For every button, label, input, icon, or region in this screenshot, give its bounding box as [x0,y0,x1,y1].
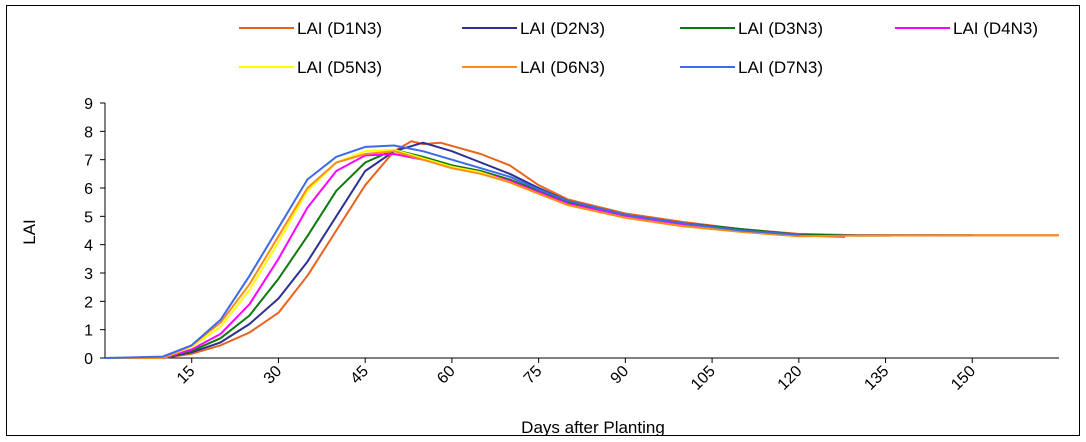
y-tick-label: 8 [84,124,93,141]
y-axis-title: LAI [20,219,39,245]
series-line-3 [105,148,892,359]
y-tick-label: 4 [84,238,93,255]
legend-label-7: LAI (D7N3) [738,58,823,77]
y-tick-label: 3 [84,266,93,283]
series-line-6 [105,150,1059,359]
legend-label-2: LAI (D2N3) [520,19,605,38]
legend-label-6: LAI (D6N3) [520,58,605,77]
x-axis-title: Days after Planting [521,418,665,435]
x-tick-label: 135 [861,363,892,394]
x-tick-label: 30 [261,363,286,388]
y-tick-label: 6 [84,181,93,198]
x-tick-label: 90 [608,363,633,388]
legend-label-3: LAI (D3N3) [738,19,823,38]
legend-label-5: LAI (D5N3) [297,58,382,77]
x-tick-label: 15 [174,363,199,388]
x-tick-label: 150 [948,363,979,394]
legend-label-1: LAI (D1N3) [297,19,382,38]
x-tick-label: 120 [775,363,806,394]
chart-frame: LAI (D1N3) LAI (D2N3) LAI (D3N3) LAI (D4N3)… [6,5,1080,437]
series-line-7 [104,144,799,359]
lai-line-chart: LAI (D1N3) LAI (D2N3) LAI (D3N3) LAI (D4N3)… [20,19,1059,437]
x-tick-label: 45 [347,363,372,388]
x-tick-label: 105 [688,363,719,394]
y-tick-label: 7 [84,153,93,170]
series-line-5 [105,148,799,359]
y-tick-label: 5 [84,209,93,226]
y-tick-label: 9 [84,96,93,113]
y-tick-label: 2 [84,294,93,311]
y-ticks: 0 1 2 3 4 5 6 7 8 9 [84,96,105,368]
x-tick-label: 60 [434,363,459,388]
series-group [104,140,1059,359]
y-tick-label: 0 [84,351,93,368]
legend-label-4: LAI (D4N3) [953,19,1038,38]
x-tick-label: 75 [521,363,546,388]
x-ticks: 15 30 45 60 75 90 105 120 135 150 [174,358,979,394]
legend: LAI (D1N3) LAI (D2N3) LAI (D3N3) LAI (D4N3)… [239,19,1038,77]
y-tick-label: 1 [84,323,93,340]
